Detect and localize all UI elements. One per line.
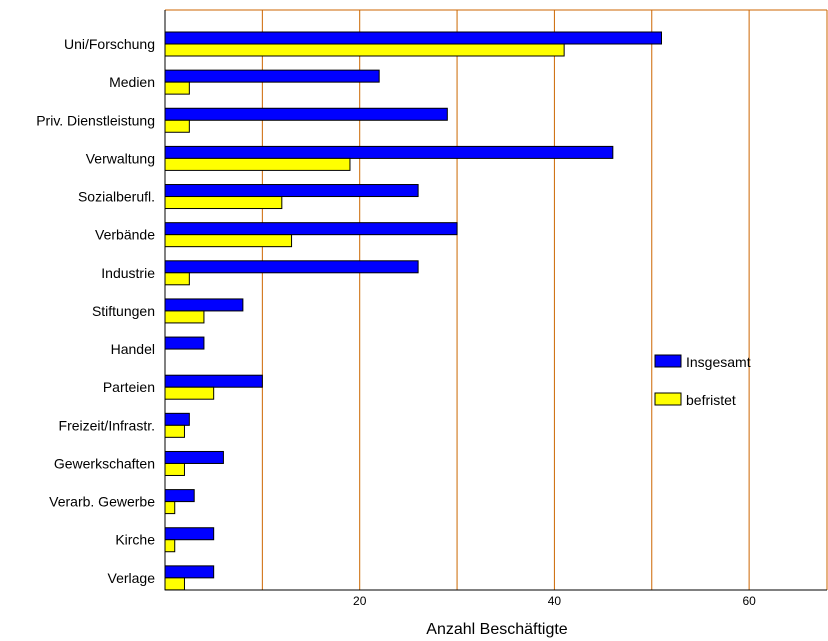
- category-label: Verarb. Gewerbe: [49, 494, 155, 510]
- bars: [164, 31, 662, 591]
- bar-befristet-2: [164, 119, 190, 133]
- bar-befristet-4: [164, 196, 283, 210]
- bar-befristet-3: [164, 157, 351, 171]
- bar-befristet-7: [164, 310, 205, 324]
- bar-befristet-5: [164, 234, 293, 248]
- bar-insgesamt-3: [164, 145, 614, 159]
- bar-insgesamt-0: [164, 31, 662, 45]
- x-tick-label: 40: [548, 594, 562, 608]
- bar-befristet-14: [164, 577, 185, 591]
- category-label: Industrie: [101, 265, 155, 281]
- x-tick-label: 60: [742, 594, 756, 608]
- bar-befristet-13: [164, 539, 176, 553]
- bar-insgesamt-7: [164, 298, 244, 312]
- bar-befristet-9: [164, 386, 215, 400]
- category-label: Verbände: [95, 227, 155, 243]
- bar-insgesamt-9: [164, 374, 263, 388]
- bar-insgesamt-10: [164, 412, 190, 426]
- x-axis-title: Anzahl Beschäftigte: [426, 621, 568, 638]
- legend-label-insgesamt: Insgesamt: [686, 354, 751, 370]
- bar-befristet-0: [164, 43, 565, 57]
- bar-insgesamt-2: [164, 107, 448, 121]
- bar-insgesamt-8: [164, 336, 205, 350]
- category-label: Freizeit/Infrastr.: [59, 417, 155, 433]
- bar-insgesamt-6: [164, 260, 419, 274]
- bar-befristet-12: [164, 501, 176, 515]
- category-label: Verwaltung: [86, 150, 155, 166]
- bar-befristet-11: [164, 462, 185, 476]
- category-label: Priv. Dienstleistung: [36, 112, 155, 128]
- x-tick-label: 20: [353, 594, 367, 608]
- bar-befristet-6: [164, 272, 190, 286]
- category-label: Verlage: [108, 570, 156, 586]
- bar-insgesamt-12: [164, 489, 195, 503]
- category-label: Handel: [111, 341, 155, 357]
- bar-insgesamt-11: [164, 450, 224, 464]
- category-label: Sozialberufl.: [78, 189, 155, 205]
- gridlines: [165, 9, 828, 590]
- category-label: Medien: [109, 74, 155, 90]
- legend: Insgesamt befristet: [654, 354, 751, 408]
- category-labels: Uni/Forschung Medien Priv. Dienstleistung V…: [36, 36, 155, 586]
- x-tick-labels: 20 40 60: [353, 594, 756, 608]
- category-label: Kirche: [115, 532, 155, 548]
- legend-swatch-befristet: [654, 392, 682, 406]
- axes: [164, 10, 827, 591]
- bar-insgesamt-5: [164, 222, 458, 236]
- bar-insgesamt-14: [164, 565, 215, 579]
- category-label: Gewerkschaften: [54, 455, 155, 471]
- bar-insgesamt-4: [164, 184, 419, 198]
- bar-befristet-10: [164, 424, 185, 438]
- bar-insgesamt-13: [164, 527, 215, 541]
- category-label: Stiftungen: [92, 303, 155, 319]
- category-label: Parteien: [103, 379, 155, 395]
- legend-swatch-insgesamt: [654, 354, 682, 368]
- legend-label-befristet: befristet: [686, 392, 736, 408]
- bar-insgesamt-1: [164, 69, 380, 83]
- bar-befristet-1: [164, 81, 190, 95]
- category-label: Uni/Forschung: [64, 36, 155, 52]
